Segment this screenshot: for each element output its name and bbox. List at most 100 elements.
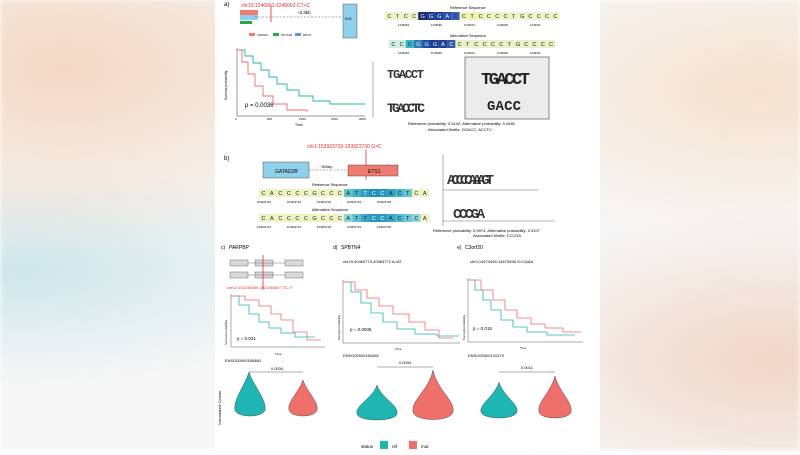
panel-b-motifs: Associated Motifs: CCCGA xyxy=(473,233,521,238)
coord-label: 153923729 xyxy=(317,225,331,229)
base-cell xyxy=(447,40,456,48)
base-cell xyxy=(542,12,551,20)
base-letter: G xyxy=(520,14,524,20)
violin-c-mut xyxy=(288,379,318,417)
base-cell xyxy=(403,189,412,197)
base-letter: C xyxy=(295,191,299,197)
base-cell xyxy=(412,214,421,222)
coord-label: 1246006 xyxy=(497,51,508,55)
panel-a-feature-green xyxy=(240,21,252,24)
base-letter: C xyxy=(329,216,333,222)
x-tick: 2000 xyxy=(359,117,366,121)
mut-survival-curve xyxy=(237,49,308,112)
xlabel: Time xyxy=(520,346,527,350)
coord-label: 153923739 xyxy=(377,200,391,204)
base-letter: G xyxy=(437,14,441,20)
base-letter: C xyxy=(261,191,265,197)
coord-label: 153923724 xyxy=(287,200,301,204)
base-letter: C xyxy=(553,14,557,20)
base-letter: C xyxy=(287,216,291,222)
base-cell xyxy=(422,40,431,48)
base-letter: C xyxy=(479,14,483,20)
base-letter: C xyxy=(338,216,342,222)
base-letter: G xyxy=(312,191,316,197)
panel-a-feature-red xyxy=(240,10,258,15)
base-cell xyxy=(284,189,293,197)
panel-c-survival-plot: Survival probability Time p = 0.021 xyxy=(224,294,325,356)
base-letter: A xyxy=(270,216,274,222)
base-cell xyxy=(451,12,460,20)
exon xyxy=(284,271,304,279)
base-cell xyxy=(293,214,302,222)
base-letter: C xyxy=(549,42,553,48)
base-letter: G xyxy=(425,42,429,48)
legend-swatch-2 xyxy=(273,33,279,36)
exon xyxy=(284,259,304,267)
base-letter: T xyxy=(508,42,512,48)
exon xyxy=(229,259,249,267)
coord-label: 153923719 xyxy=(257,225,271,229)
logo-b-top: ACCCCAAAGT xyxy=(447,173,494,189)
base-cell xyxy=(276,189,285,197)
base-cell xyxy=(369,189,378,197)
panel-a-locus: chr10:1246001-1246003 CT>C xyxy=(241,3,310,9)
base-letter: C xyxy=(380,191,384,197)
panel-a-pvalue: p = 0.0036 xyxy=(245,103,274,109)
panel-a-motifs: Associated Motifs: GGACC, ACCTC xyxy=(428,127,492,132)
base-letter: C xyxy=(474,42,478,48)
panel-d-survival-plot: Survival probability Time p = 0.0036 xyxy=(337,280,460,351)
base-letter: G xyxy=(416,42,420,48)
base-cell xyxy=(395,189,404,197)
base-letter: G xyxy=(429,14,433,20)
panel-c-gene: PARPBP xyxy=(229,245,250,251)
logo-big-bottom: GACC xyxy=(487,99,522,115)
mut-survival-curve xyxy=(468,279,581,333)
panel-a-feature-blue xyxy=(240,15,258,20)
base-letter: C xyxy=(400,42,404,48)
mut-survival-curve xyxy=(231,295,321,341)
base-letter: A xyxy=(270,191,274,197)
base-cell xyxy=(455,40,464,48)
logo-alt: TGACCTC xyxy=(387,101,425,116)
base-cell xyxy=(267,189,276,197)
base-cell xyxy=(352,214,361,222)
legend-label-3: RPL37 xyxy=(303,33,312,37)
base-cell xyxy=(284,214,293,222)
base-cell xyxy=(530,40,539,48)
base-cell xyxy=(438,40,448,48)
base-letter: C xyxy=(372,216,376,222)
base-cell xyxy=(538,40,547,48)
coord-label: 153923734 xyxy=(347,225,361,229)
panel-b-distance: ~300bp xyxy=(319,164,333,169)
legend-title: status xyxy=(361,444,374,449)
panel-c-pvalue: p = 0.021 xyxy=(237,336,256,341)
ylabel: Survival probability xyxy=(337,314,341,340)
legend-swatch-3 xyxy=(295,33,301,36)
violin-d-ref xyxy=(356,384,398,421)
coord-label: 153923724 xyxy=(287,225,301,229)
coord-label: 1246011 xyxy=(530,51,541,55)
base-letter: A xyxy=(445,14,449,20)
base-letter: C xyxy=(412,14,416,20)
base-letter: C xyxy=(387,14,391,20)
base-cell xyxy=(397,40,406,48)
base-letter: T xyxy=(363,191,367,197)
base-cell xyxy=(546,40,555,48)
base-letter: C xyxy=(528,14,532,20)
panel-e-label: e) xyxy=(457,245,462,251)
base-cell xyxy=(526,12,535,20)
base-cell xyxy=(551,12,560,20)
base-letter: C xyxy=(404,14,408,20)
base-letter: G xyxy=(312,216,316,222)
base-cell xyxy=(403,214,412,222)
panel-b-probabilities: Reference probability: 0.9974, Alternati… xyxy=(433,228,541,233)
base-letter: C xyxy=(338,191,342,197)
base-letter: T xyxy=(396,14,400,20)
base-cell xyxy=(420,189,429,197)
base-cell xyxy=(393,12,402,20)
base-cell xyxy=(496,40,506,48)
base-cell xyxy=(492,12,502,20)
ref-survival-curve xyxy=(468,279,575,336)
coord-label: 153923734 xyxy=(347,200,361,204)
